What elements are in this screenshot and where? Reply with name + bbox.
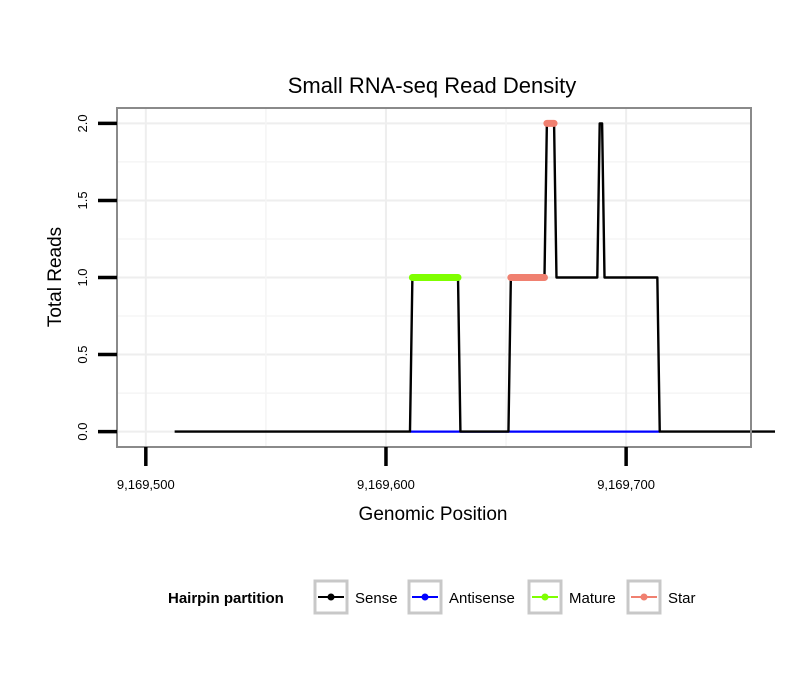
x-tick-label-9-169-600: 9,169,600 (357, 477, 415, 492)
chart-title: Small RNA-seq Read Density (288, 73, 577, 98)
legend-item-sense: Sense (313, 579, 398, 615)
legend-key-dot (421, 593, 429, 601)
legend-items: Sense Antisense Mature Star (313, 579, 696, 615)
y-tick-label-0-5: 0.5 (75, 346, 90, 364)
legend-key-dot (640, 593, 648, 601)
x-axis: 9,169,500 9,169,600 9,169,700 (117, 447, 655, 492)
legend: Hairpin partition Sense Antisense Mature St… (168, 579, 696, 615)
legend-key-dot (541, 593, 549, 601)
x-axis-label: Genomic Position (359, 504, 508, 525)
y-axis-label: Total Reads (45, 227, 66, 327)
y-tick-label-2-0: 2.0 (75, 114, 90, 132)
legend-item-mature: Mature (527, 579, 616, 615)
y-tick-label-0-0: 0.0 (75, 423, 90, 441)
legend-key-dot (327, 593, 335, 601)
legend-item-antisense: Antisense (407, 579, 515, 615)
y-tick-label-1-0: 1.0 (75, 268, 90, 286)
legend-item-star: Star (626, 579, 696, 615)
y-axis: 0.0 0.5 1.0 1.5 2.0 (75, 114, 117, 441)
y-tick-label-1-5: 1.5 (75, 191, 90, 209)
x-tick-label-9-169-700: 9,169,700 (597, 477, 655, 492)
legend-label-mature: Mature (569, 590, 616, 607)
legend-label-star: Star (668, 590, 696, 607)
legend-label-sense: Sense (355, 590, 398, 607)
legend-title: Hairpin partition (168, 590, 284, 607)
legend-label-antisense: Antisense (449, 590, 515, 607)
series-lines (174, 119, 776, 433)
x-tick-label-9-169-500: 9,169,500 (117, 477, 175, 492)
